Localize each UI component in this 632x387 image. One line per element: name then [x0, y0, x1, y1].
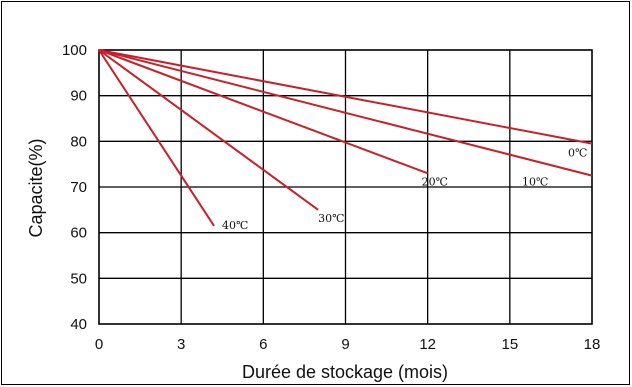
y-tick-label: 40 — [70, 316, 87, 333]
y-tick-label: 90 — [70, 88, 87, 105]
y-tick-label: 60 — [70, 225, 87, 242]
x-axis-title: Durée de stockage (mois) — [242, 362, 448, 382]
series-label: 10℃ — [522, 176, 548, 189]
series-line — [98, 49, 429, 175]
y-axis-title: Capacite(%) — [26, 138, 46, 237]
x-tick-label: 0 — [95, 336, 103, 353]
series-label: 30℃ — [318, 212, 344, 225]
series-lines — [98, 49, 593, 227]
series-line — [98, 49, 215, 227]
x-tick-label: 3 — [177, 336, 185, 353]
series-line — [98, 49, 593, 145]
series-label: 0℃ — [568, 147, 587, 160]
tick-labels: 0 3 6 9 12 15 18 40 50 60 70 80 90 100 — [62, 42, 600, 353]
x-tick-label: 18 — [584, 336, 601, 353]
series-labels: 0℃ 10℃ 20℃ 30℃ 40℃ — [222, 147, 587, 232]
series-label: 20℃ — [422, 175, 448, 188]
series-line — [98, 49, 593, 177]
y-tick-label: 80 — [70, 133, 87, 150]
y-tick-label: 70 — [70, 179, 87, 196]
x-tick-label: 9 — [341, 336, 349, 353]
y-tick-label: 100 — [62, 42, 87, 59]
series-line — [98, 49, 319, 211]
grid — [98, 49, 593, 325]
series-label: 40℃ — [222, 219, 248, 232]
x-tick-label: 6 — [259, 336, 267, 353]
y-tick-label: 50 — [70, 270, 87, 287]
x-tick-label: 15 — [501, 336, 518, 353]
x-tick-label: 12 — [419, 336, 436, 353]
